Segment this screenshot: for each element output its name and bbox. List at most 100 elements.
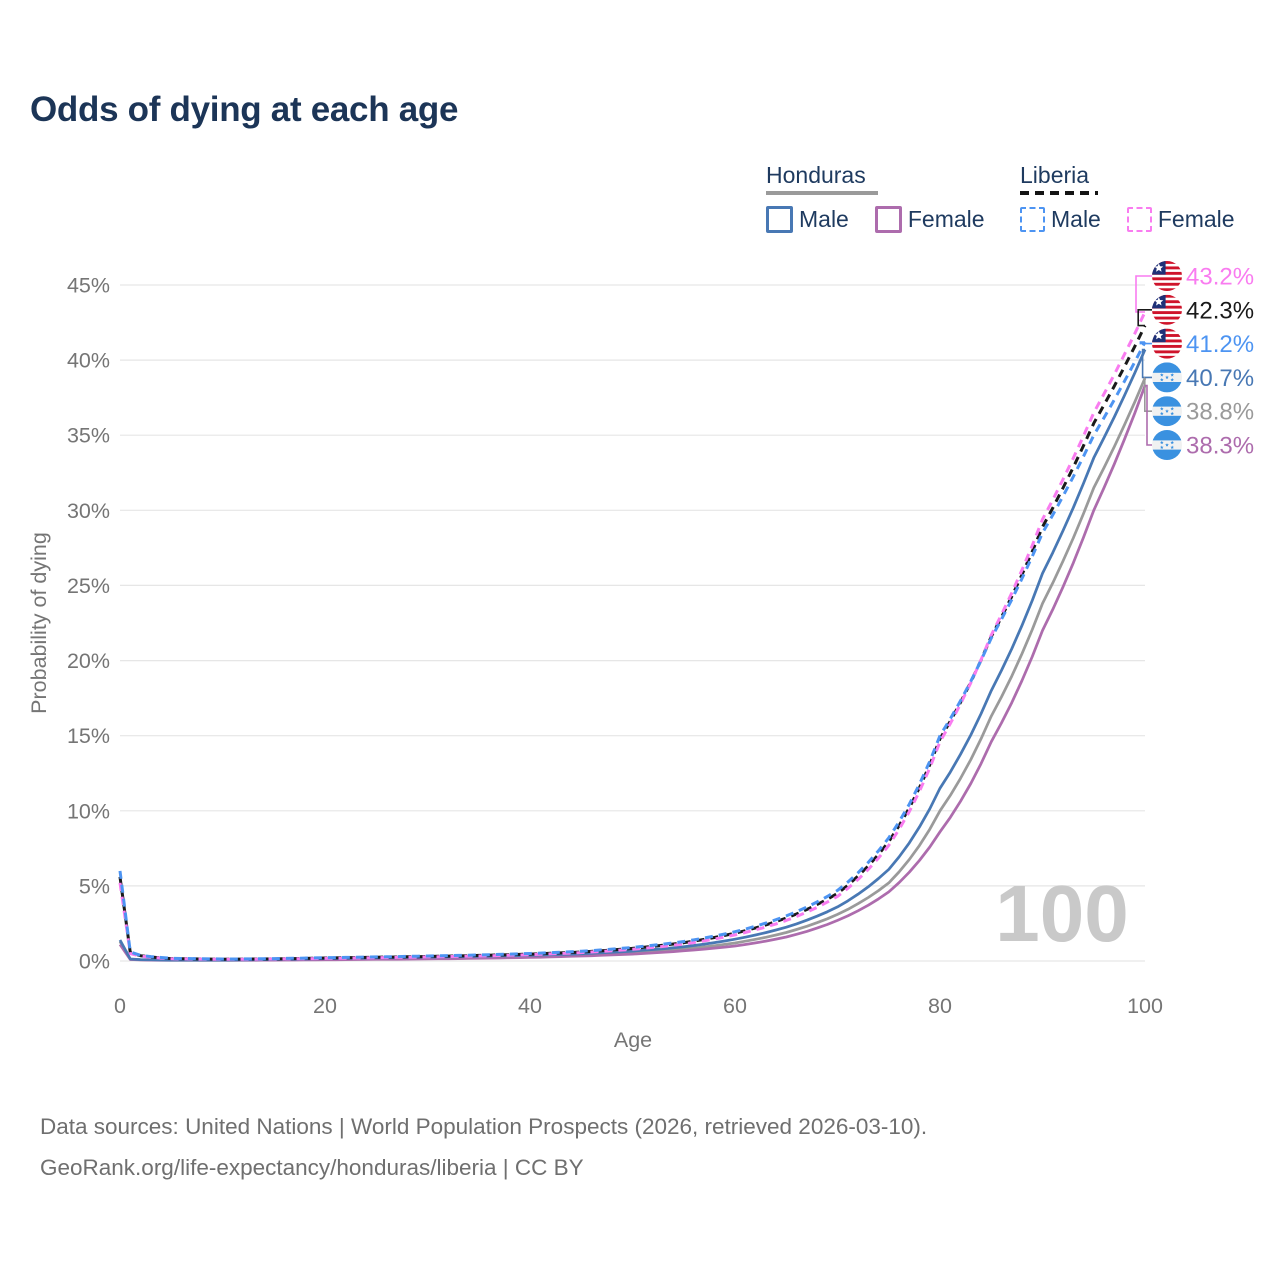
legend-country-honduras: Honduras: [766, 162, 866, 188]
x-axis-title: Age: [614, 1028, 652, 1052]
honduras-flag-icon: [1152, 362, 1182, 393]
flag-star: [1170, 440, 1175, 445]
series-line-liberia-both[interactable]: [118, 324, 1147, 961]
end-value-label-honduras-male: 40.7%: [1186, 365, 1254, 392]
legend-item-liberia-male[interactable]: Male: [1020, 206, 1101, 233]
y-tick-label: 30%: [67, 499, 110, 523]
y-tick-label: 15%: [67, 724, 110, 748]
series-line-honduras-both[interactable]: [118, 377, 1147, 962]
flag-stripe: [1152, 261, 1182, 264]
page-title: Odds of dying at each age: [30, 90, 459, 129]
chart-legend: Honduras Male Female Liberia Male Female: [0, 0, 1280, 250]
legend-label-honduras-female: Female: [907, 206, 985, 232]
flag-star: [1154, 263, 1164, 272]
flag-star: [1165, 409, 1169, 413]
x-tick-label: 100: [1127, 994, 1163, 1018]
liberia-flag-icon: [1152, 294, 1182, 325]
flag-band-bottom: [1152, 415, 1182, 427]
y-tick-label: 20%: [67, 649, 110, 673]
flag-stripe: [1152, 344, 1182, 348]
flag-stripe: [1152, 316, 1182, 320]
flag-band-top: [1152, 396, 1182, 407]
legend-group-honduras: Honduras Male Female: [766, 162, 985, 233]
label-connector-honduras-female: [1145, 384, 1152, 446]
legend-label-liberia-female: Female: [1157, 206, 1235, 232]
honduras-female-swatch: [874, 206, 902, 233]
legend-label-honduras-male: Male: [799, 206, 849, 232]
x-tick-label: 40: [518, 994, 542, 1018]
flag-stripe: [1152, 288, 1182, 291]
flag-star: [1159, 440, 1164, 445]
liberia-female-swatch: [1126, 207, 1152, 232]
flag-star: [1159, 411, 1164, 416]
attribution-line: GeoRank.org/life-expectancy/honduras/lib…: [40, 1155, 584, 1180]
end-value-label-honduras-female: 38.3%: [1186, 433, 1254, 460]
y-tick-label: 25%: [67, 574, 110, 598]
footer: Data sources: United Nations | World Pop…: [40, 1106, 927, 1188]
flag-band-bottom: [1152, 382, 1182, 393]
series-line-liberia-female[interactable]: [118, 311, 1147, 961]
end-value-label-liberia-female: 43.2%: [1186, 264, 1254, 291]
y-tick-label: 5%: [79, 874, 110, 898]
flag-stripe: [1152, 350, 1182, 354]
series-line-liberia-male[interactable]: [118, 341, 1147, 961]
x-tick-label: 60: [723, 994, 747, 1018]
flag-stripe: [1152, 266, 1182, 270]
liberia-line-style-swatch: [1020, 191, 1098, 195]
x-tick-label: 20: [313, 994, 337, 1018]
honduras-flag-icon: [1152, 430, 1182, 460]
flag-stripe: [1152, 328, 1182, 332]
y-axis-title: Probability of dying: [27, 532, 51, 714]
flag-stripe: [1152, 305, 1182, 309]
end-value-label-honduras-both: 38.8%: [1186, 399, 1254, 426]
flag-star: [1159, 377, 1164, 382]
label-connector-honduras-male: [1141, 348, 1152, 379]
flag-star: [1159, 445, 1164, 449]
legend-item-honduras-female[interactable]: Female: [874, 206, 985, 233]
flag-star: [1170, 411, 1175, 416]
flag-stripe: [1152, 277, 1182, 281]
flag-band-bottom: [1152, 449, 1182, 460]
legend-label-liberia-male: Male: [1051, 206, 1101, 232]
flag-star: [1165, 443, 1169, 447]
flag-stripe: [1152, 294, 1182, 298]
flag-stripe: [1152, 282, 1182, 286]
flag-stripe: [1152, 311, 1182, 315]
y-tick-label: 45%: [67, 274, 110, 298]
y-tick-label: 10%: [67, 799, 110, 823]
series-line-honduras-male[interactable]: [118, 349, 1147, 962]
y-tick-label: 40%: [67, 349, 110, 373]
flag-stripe: [1152, 322, 1182, 325]
series-line-honduras-female[interactable]: [118, 385, 1147, 962]
label-connector-liberia-female: [1135, 275, 1152, 313]
flag-star: [1170, 373, 1175, 377]
flag-star: [1170, 445, 1175, 449]
honduras-male-swatch: [766, 206, 793, 233]
liberia-flag-icon: [1152, 261, 1182, 291]
flag-star: [1159, 373, 1164, 377]
flag-stripe: [1152, 334, 1182, 337]
flag-star: [1154, 330, 1164, 340]
legend-item-honduras-male[interactable]: Male: [766, 206, 849, 233]
flag-star: [1159, 406, 1164, 411]
hover-age-watermark: 100: [995, 869, 1128, 958]
flag-star: [1165, 375, 1169, 379]
y-tick-label: 35%: [67, 424, 110, 448]
honduras-flag-icon: [1152, 396, 1182, 427]
flag-star: [1170, 377, 1175, 382]
legend-country-liberia: Liberia: [1020, 162, 1090, 188]
flag-band-top: [1152, 362, 1182, 373]
y-tick-label: 0%: [79, 950, 110, 974]
flag-stripe: [1152, 339, 1182, 343]
flag-star: [1154, 297, 1164, 306]
legend-group-liberia: Liberia Male Female: [1020, 162, 1235, 233]
flag-stripe: [1152, 300, 1182, 304]
honduras-line-style-swatch: [766, 191, 878, 195]
label-connector-liberia-male: [1139, 341, 1152, 345]
label-connector-honduras-both: [1144, 377, 1152, 412]
end-value-label-liberia-both: 42.3%: [1186, 297, 1254, 324]
liberia-male-swatch: [1020, 207, 1045, 232]
legend-item-liberia-female[interactable]: Female: [1126, 206, 1235, 233]
flag-stripe: [1152, 355, 1182, 359]
